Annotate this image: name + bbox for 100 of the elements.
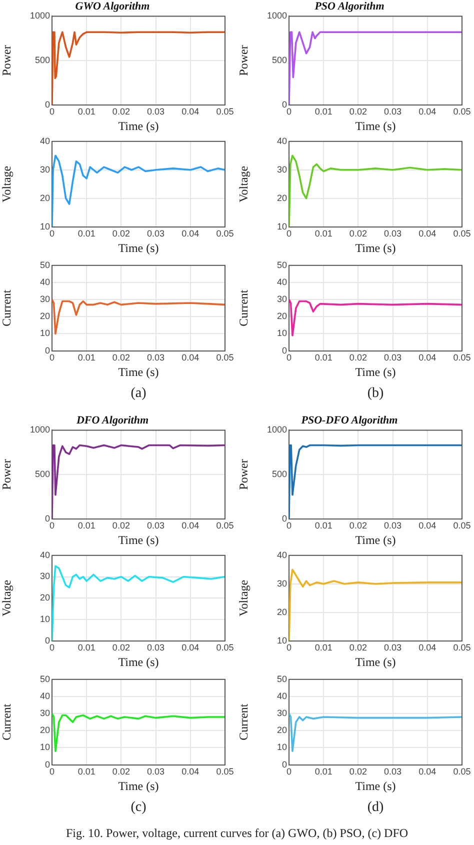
- x-tick-label: 0.05: [453, 106, 471, 117]
- x-tick-label: 0.02: [349, 766, 367, 777]
- x-axis-title: Time (s): [118, 532, 159, 547]
- text: (c): [130, 800, 148, 816]
- y-tick-label: 20: [40, 725, 50, 736]
- x-tick-label: 0.02: [349, 106, 367, 117]
- y-tick-label: 1000: [266, 424, 287, 435]
- y-tick-label: 50: [40, 674, 50, 684]
- x-tick-label: 0.03: [384, 228, 402, 239]
- y-tick-label: 0: [44, 99, 50, 110]
- y-tick-label: 40: [40, 690, 50, 701]
- x-tick-label: 0.04: [418, 766, 436, 777]
- y-axis-title: Current: [0, 289, 14, 326]
- y-tick-label: 0: [282, 759, 287, 770]
- y-tick-label: 20: [40, 311, 50, 322]
- y-tick-label: 500: [272, 54, 287, 65]
- x-tick-label: 0.05: [453, 766, 471, 777]
- x-tick-label: 0.01: [78, 766, 96, 777]
- x-tick-label: 0.03: [147, 352, 165, 363]
- y-tick-label: 30: [276, 708, 287, 718]
- y-tick-label: 500: [34, 54, 50, 65]
- x-axis-title: Time (s): [355, 654, 396, 669]
- x-tick-label: 0.05: [216, 228, 234, 239]
- x-axis-title: Time (s): [118, 240, 159, 255]
- y-tick-label: 40: [276, 550, 287, 560]
- y-tick-label: 30: [276, 578, 287, 588]
- y-tick-label: 30: [40, 164, 50, 174]
- y-tick-label: 0: [44, 345, 50, 356]
- x-tick-label: 0.04: [182, 642, 200, 653]
- y-tick-label: 30: [276, 294, 287, 304]
- y-axis-title: Voltage: [236, 166, 250, 202]
- x-axis-title: Time (s): [118, 118, 159, 133]
- x-tick-label: 0.04: [182, 228, 200, 239]
- x-tick-label: 0.01: [78, 642, 96, 653]
- caption: Fig. 10. Power, voltage, current curves for (a) GWO, (b) PSO, (c) DFO: [64, 826, 410, 841]
- x-tick-label: 0.03: [147, 228, 165, 239]
- text: (b): [366, 386, 385, 402]
- x-tick-label: 0.02: [112, 520, 130, 531]
- x-tick-label: 0.01: [314, 642, 332, 653]
- x-tick-label: 0.02: [112, 642, 130, 653]
- y-tick-label: 0: [282, 99, 287, 110]
- x-tick-label: 0.03: [147, 520, 165, 531]
- x-tick-label: 0.04: [418, 642, 436, 653]
- x-tick-label: 0.01: [314, 228, 332, 239]
- y-tick-label: 10: [40, 328, 50, 338]
- y-tick-label: 40: [276, 136, 287, 146]
- y-tick-label: 40: [40, 276, 50, 287]
- chart-title: DFO Algorithm: [75, 414, 149, 426]
- y-tick-label: 40: [276, 276, 287, 287]
- y-tick-label: 0: [282, 513, 287, 524]
- x-tick-label: 0.05: [216, 766, 234, 777]
- x-tick-label: 0.04: [418, 106, 436, 117]
- x-axis-title: Time (s): [118, 654, 159, 669]
- x-axis-title: Time (s): [355, 364, 396, 379]
- y-axis-title: Current: [0, 703, 14, 740]
- x-tick-label: 0.05: [216, 520, 234, 531]
- y-tick-label: 40: [40, 550, 50, 560]
- chart-title: GWO Algorithm: [75, 0, 150, 12]
- x-axis-title: Time (s): [355, 532, 396, 547]
- y-tick-label: 20: [276, 606, 287, 617]
- y-tick-label: 10: [276, 635, 287, 646]
- y-tick-label: 500: [272, 468, 287, 479]
- x-tick-label: 0.03: [384, 520, 402, 531]
- x-tick-label: 0.02: [112, 228, 130, 239]
- y-axis-title: Current: [236, 703, 250, 740]
- x-tick-label: 0.02: [349, 520, 367, 531]
- x-tick-label: 0.04: [418, 352, 436, 363]
- y-tick-label: 50: [40, 260, 50, 270]
- y-tick-label: 20: [40, 192, 50, 203]
- y-tick-label: 20: [276, 725, 287, 736]
- x-tick-label: 0.01: [314, 352, 332, 363]
- y-tick-label: 30: [276, 164, 287, 174]
- y-axis-title: Voltage: [236, 580, 250, 616]
- y-axis-title: Voltage: [0, 580, 14, 616]
- chart-title: PSO Algorithm: [314, 0, 385, 12]
- x-tick-label: 0.05: [453, 228, 471, 239]
- x-tick-label: 0.03: [384, 642, 402, 653]
- x-tick-label: 0.03: [147, 106, 165, 117]
- x-tick-label: 0.02: [349, 642, 367, 653]
- y-tick-label: 1000: [30, 10, 50, 21]
- y-tick-label: 0: [44, 635, 50, 646]
- x-tick-label: 0.03: [147, 766, 165, 777]
- x-axis-title: Time (s): [118, 364, 159, 379]
- text: (d): [366, 800, 385, 816]
- x-tick-label: 0.02: [112, 106, 130, 117]
- x-tick-label: 0.01: [78, 352, 96, 363]
- y-tick-label: 1000: [30, 424, 50, 435]
- x-tick-label: 0.05: [453, 642, 471, 653]
- x-tick-label: 0.04: [182, 106, 200, 117]
- x-axis-title: Time (s): [118, 778, 159, 793]
- y-tick-label: 10: [276, 742, 287, 752]
- x-tick-label: 0.01: [314, 520, 332, 531]
- x-tick-label: 0.01: [78, 228, 96, 239]
- y-tick-label: 30: [40, 708, 50, 718]
- y-tick-label: 40: [276, 690, 287, 701]
- y-tick-label: 10: [40, 221, 50, 232]
- y-tick-label: 10: [40, 742, 50, 752]
- y-axis-title: Power: [0, 459, 14, 490]
- x-tick-label: 0.03: [384, 352, 402, 363]
- y-tick-label: 10: [276, 221, 287, 232]
